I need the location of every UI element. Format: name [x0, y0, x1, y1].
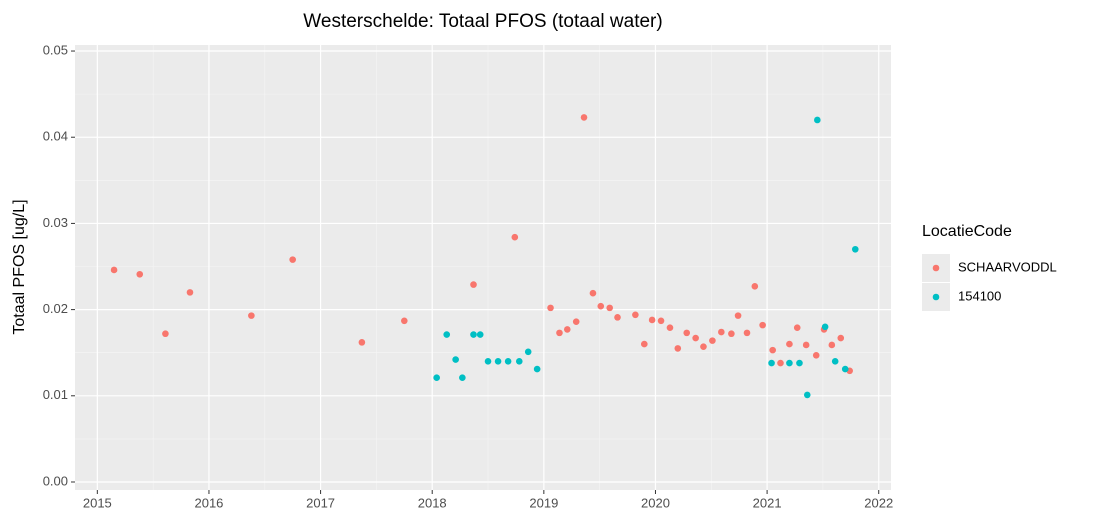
- point: [796, 359, 803, 367]
- x-tick-label: 2022: [864, 495, 893, 510]
- point: [589, 289, 597, 297]
- point: [728, 330, 735, 338]
- point: [614, 314, 621, 321]
- point: [814, 116, 821, 124]
- point: [777, 359, 784, 367]
- point: [401, 317, 408, 325]
- point: [452, 356, 459, 363]
- y-tick-label: 0.00: [43, 473, 68, 488]
- point: [504, 358, 512, 365]
- point: [511, 233, 519, 241]
- point: [162, 330, 169, 338]
- x-tick-label: 2020: [641, 495, 670, 510]
- point: [700, 343, 707, 350]
- point: [821, 323, 829, 331]
- y-tick-label: 0.04: [43, 129, 68, 144]
- point: [786, 359, 793, 367]
- panel: [75, 45, 891, 490]
- point: [470, 331, 477, 338]
- y-tick-label: 0.05: [43, 42, 68, 57]
- point: [812, 351, 820, 359]
- point: [709, 337, 716, 344]
- legend-title: LocatieCode: [922, 223, 1012, 240]
- point: [484, 358, 492, 365]
- point: [524, 348, 532, 356]
- point: [580, 114, 588, 121]
- point: [786, 340, 793, 348]
- point: [597, 302, 605, 310]
- x-tick-label: 2021: [753, 495, 782, 510]
- y-tick-label: 0.02: [43, 301, 68, 316]
- point: [674, 345, 682, 352]
- point: [648, 316, 656, 324]
- legend-marker: [932, 264, 940, 272]
- point: [632, 311, 639, 319]
- point: [657, 317, 665, 325]
- point: [803, 391, 811, 399]
- point: [470, 281, 477, 288]
- point: [547, 304, 554, 312]
- y-tick-label: 0.03: [43, 215, 68, 230]
- legend-label: 154100: [958, 288, 1001, 303]
- point: [641, 340, 648, 348]
- point: [666, 324, 674, 332]
- point: [136, 270, 144, 278]
- point: [831, 358, 839, 365]
- point: [459, 374, 466, 381]
- point: [248, 312, 255, 319]
- point: [110, 266, 118, 274]
- x-tick-label: 2018: [418, 495, 447, 510]
- point: [556, 329, 563, 337]
- point: [572, 318, 580, 325]
- point: [802, 341, 810, 349]
- point: [433, 374, 440, 381]
- y-tick-label: 0.01: [43, 387, 68, 402]
- point: [186, 289, 194, 296]
- point: [828, 341, 836, 349]
- point: [563, 326, 571, 333]
- point: [683, 329, 691, 337]
- point: [759, 321, 766, 329]
- point: [515, 358, 523, 365]
- point: [793, 324, 801, 332]
- legend-marker: [932, 293, 940, 301]
- point: [743, 329, 751, 337]
- point: [358, 339, 366, 346]
- point: [533, 365, 541, 373]
- point: [476, 331, 484, 338]
- chart-title: Westerschelde: Totaal PFOS (totaal water…: [303, 11, 662, 32]
- point: [606, 304, 613, 312]
- point: [851, 245, 859, 253]
- y-axis-label: Totaal PFOS [ug/L]: [11, 199, 28, 334]
- point: [751, 283, 759, 290]
- x-tick-label: 2017: [306, 495, 335, 510]
- point: [692, 334, 699, 342]
- x-tick-label: 2019: [529, 495, 558, 510]
- point: [768, 359, 775, 367]
- legend-label: SCHAARVODDL: [958, 259, 1057, 274]
- point: [289, 256, 296, 263]
- point: [841, 365, 849, 373]
- point: [494, 358, 502, 365]
- x-tick-label: 2015: [83, 495, 112, 510]
- point: [443, 331, 451, 338]
- point: [769, 346, 776, 354]
- point: [718, 328, 725, 336]
- point: [734, 312, 742, 319]
- x-tick-label: 2016: [194, 495, 223, 510]
- point: [837, 334, 845, 342]
